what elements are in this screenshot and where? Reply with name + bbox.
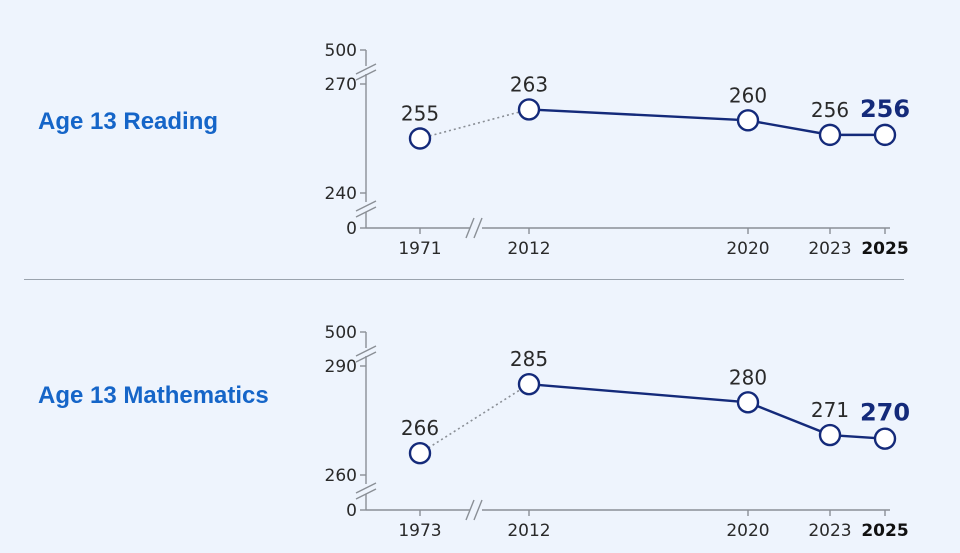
math-point — [517, 372, 541, 396]
math-y-break-mark — [355, 345, 377, 357]
math-x-tick-label: 2025 — [861, 521, 908, 541]
math-y-tick-label: 500 — [325, 323, 357, 343]
chart-title-reading: Age 13 Reading — [38, 108, 219, 135]
reading-x-tick-label: 2025 — [861, 239, 908, 259]
math-point — [818, 423, 842, 447]
math-x-break-mark — [473, 499, 483, 521]
math-x-tick-label: 2023 — [808, 521, 851, 541]
math-y-break-mark — [355, 482, 377, 494]
math-x-tick-label: 2020 — [726, 521, 769, 541]
math-series-line — [528, 382, 886, 440]
reading-point — [736, 109, 760, 132]
reading-x-tick-label: 2020 — [726, 239, 769, 259]
reading-data-label: 256 — [811, 98, 849, 122]
reading-data-label: 260 — [729, 83, 767, 107]
reading-y-break-mark — [355, 63, 377, 75]
math-x-tick-label: 2012 — [507, 521, 550, 541]
reading-x-break-mark — [473, 217, 483, 239]
math-y-tick-label: 260 — [325, 466, 357, 486]
math-y-break-mark — [355, 351, 377, 363]
chart-title-math: Age 13 Mathematics — [38, 382, 269, 409]
math-x-tick-label: 1973 — [398, 521, 441, 541]
math-y-tick-label: 290 — [325, 357, 357, 377]
math-data-label: 270 — [860, 399, 910, 427]
math-y-tick-label: 0 — [346, 501, 357, 521]
math-point — [873, 427, 897, 450]
math-chart: 500 290 260 0 1973 2012 2020 2023 2025 266 285 280 2… — [325, 323, 911, 541]
reading-data-label: 256 — [860, 95, 910, 123]
reading-point — [818, 123, 842, 147]
reading-y-tick-label: 270 — [325, 75, 357, 95]
reading-series-line — [528, 108, 885, 137]
reading-data-label: 263 — [510, 72, 548, 96]
math-dotted-segment — [419, 383, 530, 454]
reading-point — [408, 127, 432, 150]
panel-divider — [24, 279, 904, 280]
math-data-label: 285 — [510, 347, 548, 371]
reading-point — [873, 123, 897, 147]
reading-x-break-mark — [465, 217, 475, 239]
reading-chart: 500 270 240 0 1971 2012 2020 2023 2025 255 263 260 2… — [325, 41, 911, 259]
reading-y-break-mark — [355, 206, 377, 218]
reading-x-tick-label: 2023 — [808, 239, 851, 259]
reading-y-tick-label: 240 — [325, 184, 357, 204]
math-data-label: 280 — [729, 365, 767, 389]
reading-y-break-mark — [355, 200, 377, 212]
reading-y-tick-label: 0 — [346, 219, 357, 239]
math-point — [408, 441, 432, 465]
reading-x-tick-label: 1971 — [398, 239, 441, 259]
reading-dotted-segment — [419, 108, 530, 140]
reading-x-tick-label: 2012 — [507, 239, 550, 259]
math-x-break-mark — [465, 499, 475, 521]
math-y-break-mark — [355, 488, 377, 500]
reading-data-label: 255 — [401, 102, 439, 126]
reading-point — [517, 98, 541, 121]
reading-y-tick-label: 500 — [325, 41, 357, 61]
math-data-label: 271 — [811, 398, 849, 422]
math-point — [736, 391, 760, 414]
reading-y-break-mark — [355, 69, 377, 81]
math-data-label: 266 — [401, 416, 439, 440]
